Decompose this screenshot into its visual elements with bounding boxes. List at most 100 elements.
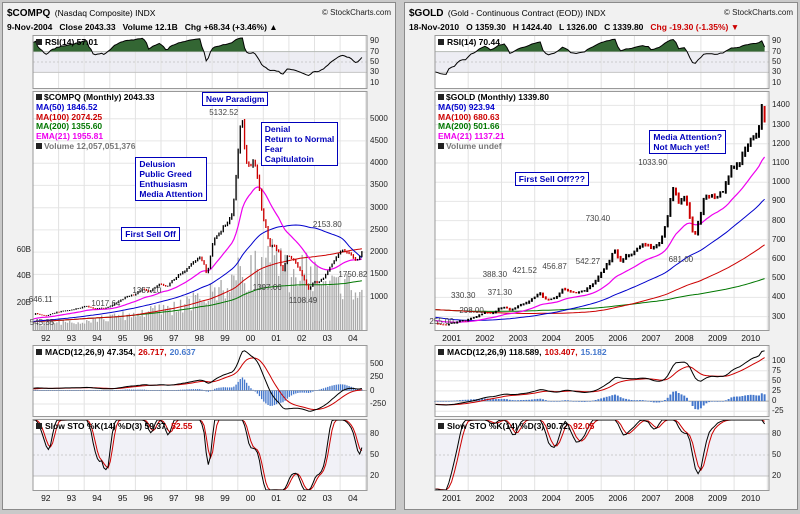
axis-tick-label: 90 (772, 36, 781, 46)
legend-text: MA(200) 1355.60 (36, 121, 103, 132)
legend-text: Volume undef (446, 140, 502, 151)
x-axis-label: 95 (117, 493, 128, 503)
main-legend: $COMPQ (Monthly) 2043.33 MA(50) 1846.52 MA… (36, 92, 155, 152)
axis-tick-label: 3000 (370, 202, 388, 212)
axis-tick-label: 30 (772, 67, 781, 77)
legend-icon (438, 142, 444, 149)
x-axis-label: 97 (169, 333, 179, 343)
annotation-line: Delusion (139, 158, 176, 169)
axis-tick-label: 50 (772, 57, 781, 66)
price-label: 1357.10 (132, 286, 162, 295)
x-axis-label: 92 (41, 493, 51, 503)
x-axis-label: 2008 (674, 333, 694, 343)
legend-text: Slow STO %K(14) %D(3) 59.37, (45, 421, 169, 431)
x-axis-label: 93 (66, 493, 77, 503)
panel-legend: MACD(12,26,9) 118.589, 103.407, 15.182 (438, 347, 610, 357)
quote-date: 18-Nov-2010 (409, 22, 460, 32)
x-axis-label: 2007 (641, 333, 661, 343)
volume-tick-label: 60B (16, 244, 31, 254)
rsi-panel-canvas (32, 35, 368, 89)
legend-row: MA(100) 680.63 (438, 111, 549, 123)
legend-row: $GOLD (Monthly) 1339.80 (438, 92, 549, 103)
x-axis-label: 2002 (475, 493, 495, 503)
annotation-line: Media Attention? (653, 132, 723, 142)
price-label: 421.52 (512, 266, 537, 276)
legend-text: 92.05 (573, 421, 595, 431)
chart-symbol: $GOLD (409, 8, 444, 19)
x-axis-label: 02 (296, 333, 307, 343)
legend-icon (36, 423, 42, 429)
axis-tick-label: 30 (370, 67, 379, 77)
x-axis-label: 2006 (608, 493, 628, 503)
axis-tick-label: 1500 (370, 269, 388, 279)
axis-tick-label: 100 (772, 355, 786, 365)
x-axis-label: 2006 (608, 333, 628, 343)
price-label: 330.30 (450, 290, 476, 300)
x-axis-label: 03 (322, 493, 333, 503)
legend-text: 26.717, (138, 347, 167, 357)
legend-text: MACD(12,26,9) 118.589, (447, 347, 542, 357)
axis-tick-label: 250 (370, 372, 384, 382)
legend-text: Slow STO %K(14) %D(3) 90.72, (447, 421, 571, 431)
annotation-box: First Sell Off (121, 227, 180, 242)
legend-text: 52.55 (171, 421, 193, 431)
price-label: 298.00 (459, 305, 484, 315)
copyright: © StockCharts.com (321, 8, 391, 17)
axis-tick-label: 10 (772, 77, 781, 87)
axis-tick-label: 500 (772, 273, 786, 283)
main-price-panel: 1000 1500 2000 2500 3000 3500 4000 4500 5000 20B 4… (3, 91, 395, 331)
axis-tick-label: 80 (370, 429, 379, 438)
main-legend: $GOLD (Monthly) 1339.80 MA(50) 923.94 MA(1… (438, 92, 549, 152)
axis-tick-label: 800 (772, 215, 786, 225)
panel-legend: RSI(14) 57.01 (36, 37, 101, 47)
x-axis-label: 2003 (508, 333, 528, 343)
x-axis-label: 2009 (708, 493, 727, 503)
axis-tick-label: 5000 (370, 113, 388, 123)
annotation-line: Capitulatoin (264, 153, 314, 164)
legend-text: EMA(21) 1137.21 (438, 131, 505, 142)
x-axis-label: 2002 (475, 333, 495, 343)
slow-sto-panel-canvas (32, 419, 368, 491)
x-axis-labels: 2001 2002 2003 2004 2005 2006 2007 2008 2009 2010 (405, 493, 797, 504)
price-label: 730.40 (585, 214, 611, 224)
x-axis-labels: 2001 2002 2003 2004 2005 2006 2007 2008 2009 2010 (405, 333, 797, 344)
axis-tick-label: 20 (772, 471, 781, 480)
legend-text: MA(100) 680.63 (438, 111, 500, 122)
x-axis-label: 95 (117, 333, 128, 343)
annotation-line: Public Greed (139, 168, 192, 179)
annotation-line: First Sell Off (125, 229, 176, 240)
x-axis-label: 97 (169, 493, 179, 503)
legend-row: MA(50) 1846.52 (36, 102, 155, 113)
x-axis-label: 01 (271, 333, 281, 343)
chart-symbol: $COMPQ (7, 8, 51, 19)
legend-text: MA(200) 501.66 (438, 121, 500, 132)
axis-tick-label: 4000 (370, 158, 388, 168)
price-label: 542.27 (575, 256, 601, 266)
x-axis-label: 2008 (674, 493, 694, 503)
legend-text: $GOLD (Monthly) 1339.80 (446, 92, 549, 102)
axis-tick-label: 900 (772, 196, 786, 206)
price-label: 5132.52 (209, 108, 239, 117)
legend-row: MA(50) 923.94 (438, 102, 549, 113)
main-price-panel: 300 400 500 600 700 800 900 1000 1100 1200 1300 140… (405, 91, 797, 331)
legend-row: Volume undef (438, 140, 549, 152)
x-axis-label: 03 (322, 333, 333, 343)
x-axis-label: 2004 (541, 493, 561, 503)
annotation-line: Fear (264, 143, 283, 154)
annotation-line: Enthusiasm (139, 178, 188, 189)
axis-tick-label: 80 (772, 429, 781, 438)
legend-icon (36, 349, 42, 355)
price-label: 388.30 (482, 270, 508, 280)
axis-tick-label: 400 (772, 292, 786, 302)
legend-text: 15.182 (580, 347, 607, 357)
quote-row: 9-Nov-2004 Close 2043.33 Volume 12.1B Chg +… (3, 21, 395, 35)
legend-icon (438, 94, 444, 100)
x-axis-label: 2009 (708, 333, 727, 343)
legend-icon (36, 94, 42, 100)
axis-tick-label: 50 (370, 57, 379, 66)
rsi-panel: 90 70 50 30 10 RSI(14) 70.44 (405, 35, 797, 89)
x-axis-label: 2003 (508, 493, 528, 503)
annotation-box: Media Attention? Not Much yet! (649, 130, 727, 154)
rsi-panel: 90 70 50 30 10 RSI(14) 57.01 (3, 35, 395, 89)
